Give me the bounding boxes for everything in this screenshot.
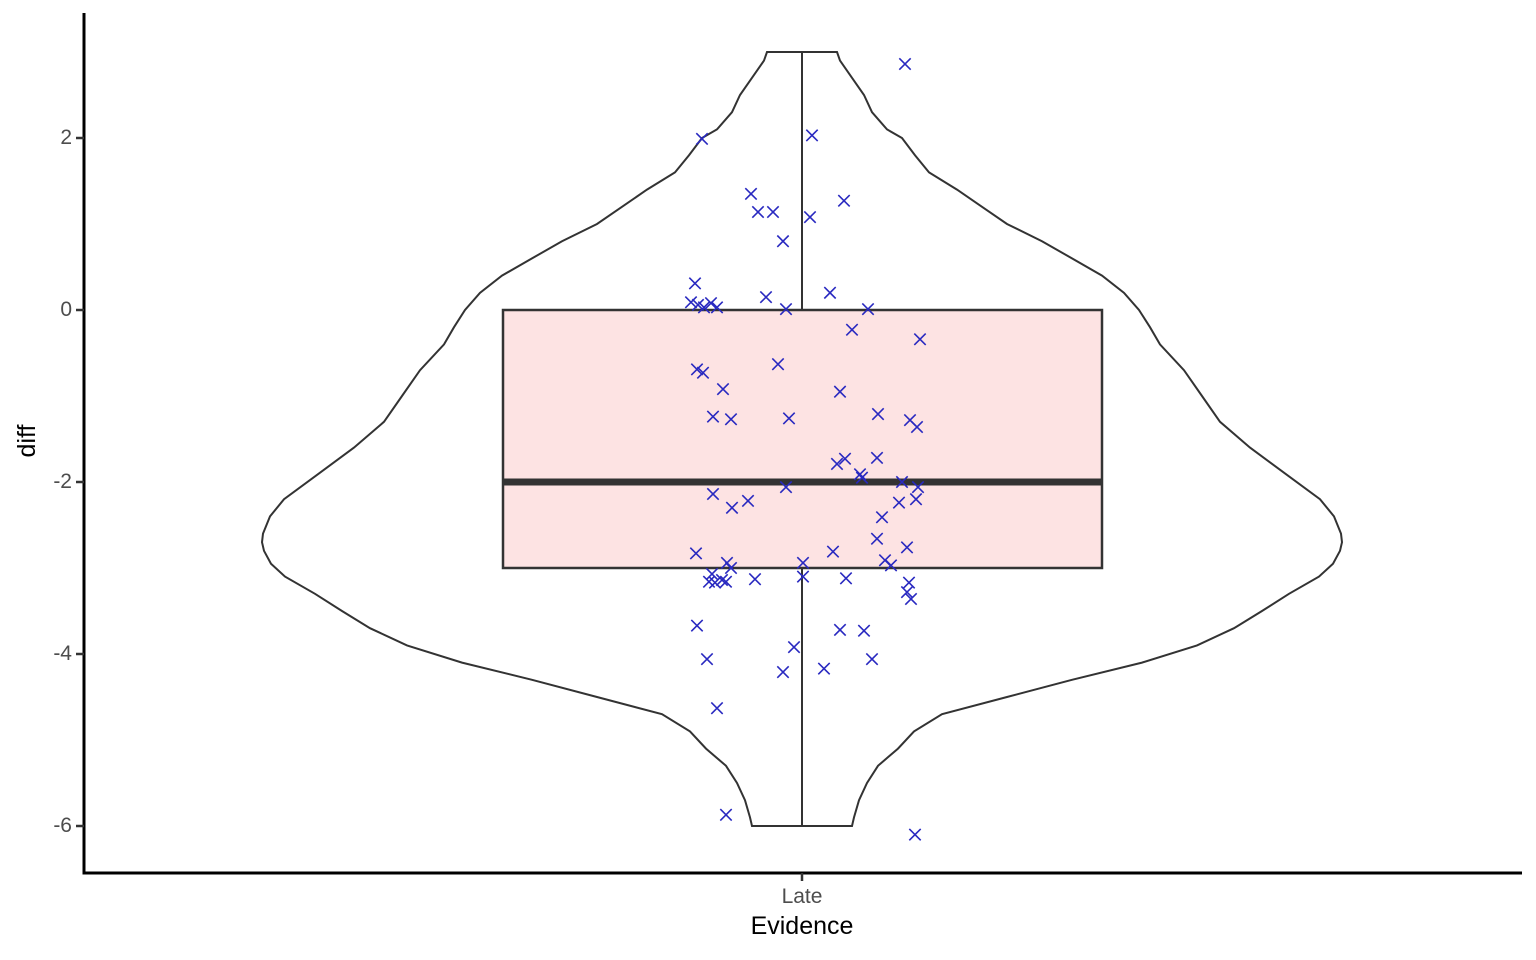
data-point-7 [803, 210, 817, 224]
data-point-19 [845, 323, 859, 337]
data-point-36 [870, 451, 884, 465]
box [501, 308, 1104, 570]
data-point-58 [719, 575, 733, 589]
data-point-75 [719, 808, 733, 822]
data-point-31 [910, 420, 924, 434]
data-point-45 [875, 510, 889, 524]
data-point-20 [913, 332, 927, 346]
data-point-63 [902, 576, 916, 589]
data-point-3 [744, 187, 758, 201]
data-point-34 [853, 467, 867, 481]
y-tick-label-0: 0 [60, 298, 72, 321]
data-point-42 [741, 494, 755, 508]
data-point-44 [909, 492, 923, 506]
data-point-72 [817, 662, 831, 675]
data-point-1 [695, 132, 709, 146]
data-point-35 [855, 471, 869, 484]
data-point-27 [724, 412, 738, 426]
data-point-0 [898, 57, 912, 71]
data-point-41 [725, 501, 739, 515]
y-tick-label-neg2: -2 [53, 470, 72, 493]
y-tick-label-neg4: -4 [53, 642, 72, 665]
data-point-62 [839, 572, 853, 585]
y-tick-label-2: 2 [60, 126, 72, 149]
violin-outline [260, 51, 1344, 827]
data-point-28 [782, 412, 796, 425]
data-point-66 [690, 619, 704, 632]
data-point-37 [895, 475, 909, 489]
data-point-50 [884, 559, 898, 572]
data-point-56 [708, 576, 722, 589]
data-point-60 [796, 556, 810, 570]
data-point-38 [911, 480, 925, 494]
data-point-43 [892, 496, 906, 509]
x-tick-label-late: Late [781, 885, 823, 908]
data-point-18 [861, 302, 875, 316]
x-axis-title: Evidence [750, 912, 854, 940]
data-point-48 [826, 545, 840, 558]
data-point-15 [759, 290, 773, 304]
data-point-24 [716, 382, 730, 396]
data-point-52 [720, 556, 734, 570]
data-point-73 [865, 652, 879, 666]
data-point-40 [706, 487, 720, 501]
data-point-17 [823, 286, 837, 300]
y-tick-label-neg6: -6 [53, 814, 72, 837]
data-point-21 [690, 363, 704, 376]
data-point-4 [751, 205, 765, 219]
data-point-57 [715, 573, 729, 587]
data-point-12 [697, 301, 711, 314]
y-axis-title: diff [13, 424, 41, 458]
data-point-70 [700, 652, 714, 666]
data-point-33 [838, 452, 852, 466]
data-point-74 [710, 701, 724, 715]
data-point-25 [833, 385, 847, 398]
data-point-26 [706, 410, 720, 423]
data-point-68 [857, 624, 871, 638]
data-point-51 [689, 547, 703, 560]
data-point-69 [787, 640, 801, 654]
data-point-6 [837, 194, 851, 208]
data-point-64 [900, 585, 914, 599]
data-point-32 [830, 457, 844, 471]
data-point-39 [779, 480, 793, 494]
data-point-59 [748, 572, 762, 586]
data-point-22 [696, 366, 710, 380]
data-point-9 [688, 277, 702, 290]
data-point-76 [908, 828, 922, 841]
data-point-67 [833, 623, 847, 637]
data-point-23 [771, 357, 785, 371]
data-point-61 [796, 570, 810, 583]
data-point-46 [870, 532, 884, 546]
data-point-54 [705, 567, 719, 581]
data-point-10 [684, 295, 698, 309]
data-point-8 [776, 234, 790, 248]
data-point-29 [871, 407, 885, 421]
data-point-2 [805, 129, 819, 142]
data-point-47 [900, 541, 914, 554]
data-point-71 [776, 665, 790, 679]
data-point-16 [779, 302, 793, 316]
data-point-13 [704, 296, 718, 310]
data-point-5 [766, 205, 780, 219]
data-point-14 [710, 301, 724, 314]
data-point-65 [904, 592, 918, 606]
data-point-53 [724, 561, 738, 575]
